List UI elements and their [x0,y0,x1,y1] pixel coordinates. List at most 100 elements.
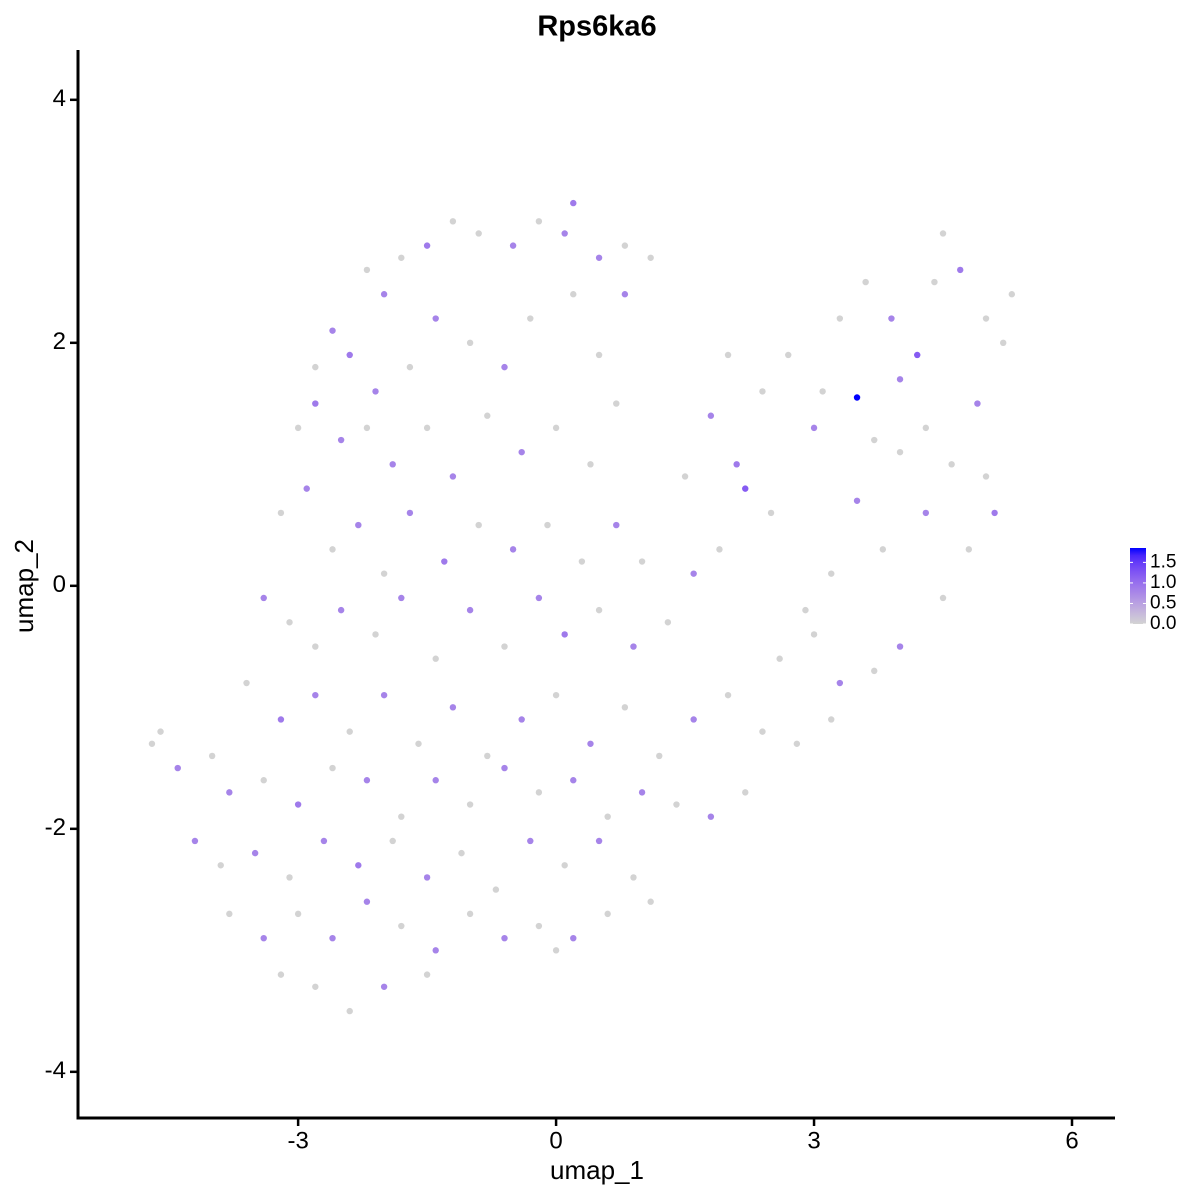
point [406,363,414,371]
point [286,619,293,626]
point [380,291,388,298]
point [226,910,233,918]
point [828,570,835,577]
point [948,461,955,468]
chart-title: Rps6ka6 [537,11,656,43]
point [896,448,904,456]
point [372,388,379,395]
point [484,752,491,760]
point [742,789,749,796]
point [346,728,353,735]
point [767,509,775,517]
point [621,242,629,249]
point [974,400,981,407]
point [337,436,345,444]
point [587,461,594,468]
y-tick-label: 4 [53,85,66,112]
point [449,218,457,225]
point [380,570,388,577]
point [888,315,895,322]
point [303,485,310,492]
point [578,558,586,565]
point [707,412,715,419]
point [604,910,611,918]
point [423,242,431,249]
point [363,424,371,432]
point [957,266,964,274]
point [312,983,319,990]
point [320,837,328,845]
point [380,983,388,990]
point [595,606,603,614]
point [621,291,629,298]
point [570,291,577,298]
point [346,351,353,359]
point [294,424,302,432]
point [836,679,844,687]
point [939,230,947,237]
point [329,327,336,334]
point [759,388,766,395]
point [312,363,319,371]
point [879,546,887,553]
point [793,740,801,747]
point [561,230,568,237]
point [570,199,577,207]
point [982,315,990,322]
point [217,862,224,869]
point [724,351,732,359]
point [363,777,371,784]
colorbar [1130,548,1146,624]
point [337,606,345,614]
point [656,752,663,760]
colorbar-label: 0.5 [1150,592,1176,613]
point [552,947,560,954]
point [604,813,611,820]
point [251,849,259,857]
point [630,643,637,650]
point [638,789,646,796]
colorbar-label: 0.0 [1150,613,1176,634]
point [518,448,525,456]
point [1000,339,1007,347]
point [157,728,164,735]
point [466,339,474,347]
point [380,691,388,699]
point [518,716,525,723]
point [613,400,620,407]
colorbar-label: 1.5 [1150,551,1176,572]
point [561,862,568,869]
x-axis-title: umap_1 [550,1155,644,1185]
point [363,898,371,905]
point [587,740,594,747]
point [776,655,783,662]
point [398,254,405,261]
x-tick-label: 6 [1065,1127,1078,1154]
y-tick-label: 0 [53,571,66,598]
point [853,497,861,504]
points [148,199,1016,1015]
point [243,679,250,687]
point [871,436,878,444]
point [466,910,474,918]
point [501,643,508,650]
point [716,546,723,553]
point [475,230,482,237]
point [441,558,448,565]
point [810,424,818,432]
point [148,740,156,747]
point [673,801,680,808]
point [501,764,508,772]
point [277,509,285,517]
point [475,521,482,529]
point [432,777,439,784]
point [742,485,749,492]
y-tick-label: 2 [53,328,66,355]
point [363,266,371,274]
point [509,242,517,249]
point [260,934,267,942]
point [449,473,457,480]
point [423,424,431,432]
point [785,351,792,359]
point [372,631,379,638]
